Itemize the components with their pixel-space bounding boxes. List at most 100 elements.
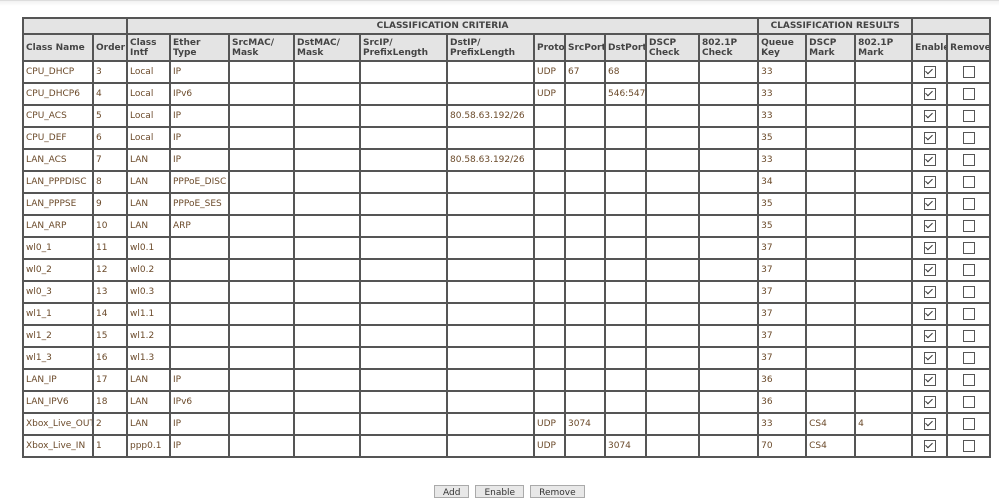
table-cell [645,280,700,304]
table-cell [446,412,535,436]
remove-checkbox[interactable] [962,198,975,210]
enable-checkbox[interactable] [923,396,936,408]
table-cell [697,82,760,106]
remove-checkbox[interactable] [962,220,975,232]
table-cell [854,368,914,392]
table-cell [604,170,647,194]
remove-checkbox[interactable] [962,110,975,122]
enable-checkbox[interactable] [923,198,936,210]
table-cell [645,82,700,106]
table-cell [854,258,914,282]
enable-button[interactable]: Enable [475,485,525,498]
enable-cell [911,60,949,84]
enable-checkbox[interactable] [923,88,936,100]
table-cell [604,192,647,216]
enable-checkbox[interactable] [923,330,936,342]
table-cell [228,60,295,84]
table-cell [359,214,448,238]
enable-checkbox[interactable] [923,176,936,188]
remove-checkbox[interactable] [962,440,975,452]
column-header: DstIP/ PrefixLength [446,33,535,62]
table-cell [604,258,647,282]
table-cell [169,346,230,370]
table-cell [446,236,535,260]
remove-checkbox[interactable] [962,286,975,298]
table-cell [359,368,448,392]
table-cell [805,302,857,326]
table-cell [697,126,760,150]
remove-checkbox[interactable] [962,88,975,100]
table-row: CPU_DEF 6 Local IP 35 [22,126,992,150]
table-cell: wl0.2 [126,258,171,282]
enable-checkbox[interactable] [923,66,936,78]
enable-checkbox[interactable] [923,418,936,430]
remove-checkbox[interactable] [962,66,975,78]
remove-checkbox[interactable] [962,352,975,364]
remove-checkbox[interactable] [962,176,975,188]
remove-checkbox[interactable] [962,264,975,276]
remove-checkbox[interactable] [962,330,975,342]
enable-checkbox[interactable] [923,352,936,364]
table-cell [359,346,448,370]
enable-checkbox[interactable] [923,132,936,144]
table-cell [645,192,700,216]
table-cell: LAN [126,148,171,172]
table-cell [604,412,647,436]
enable-checkbox[interactable] [923,154,936,166]
table-row: LAN_ARP 10 LAN ARP 35 [22,214,992,238]
table-cell [293,412,361,436]
table-cell: 4 [854,412,914,436]
table-cell [564,214,606,238]
table-cell [854,104,914,128]
remove-button[interactable]: Remove [530,485,585,498]
enable-cell [911,412,949,436]
remove-checkbox[interactable] [962,396,975,408]
table-cell: wl1_2 [22,324,94,348]
blank-group-header [22,17,128,35]
table-cell [359,390,448,414]
remove-checkbox[interactable] [962,374,975,386]
remove-checkbox[interactable] [962,154,975,166]
table-cell: LAN [126,368,171,392]
enable-checkbox[interactable] [923,374,936,386]
enable-cell [911,258,949,282]
table-cell [564,192,606,216]
table-cell: LAN_ACS [22,148,94,172]
remove-checkbox[interactable] [962,308,975,320]
table-cell: 80.58.63.192/26 [446,104,535,128]
table-cell: Xbox_Live_OUT [22,412,94,436]
table-cell [359,280,448,304]
remove-checkbox[interactable] [962,132,975,144]
enable-checkbox[interactable] [923,264,936,276]
table-cell [645,346,700,370]
remove-checkbox[interactable] [962,242,975,254]
enable-checkbox[interactable] [923,110,936,122]
table-cell: 17 [92,368,128,392]
add-button[interactable]: Add [434,485,470,498]
enable-checkbox[interactable] [923,242,936,254]
enable-cell [911,104,949,128]
enable-checkbox[interactable] [923,286,936,298]
table-cell [446,324,535,348]
table-cell: 35 [757,214,808,238]
table-cell [805,258,857,282]
table-cell [604,324,647,348]
table-cell: IP [169,434,230,458]
table-cell [446,302,535,326]
table-cell [854,390,914,414]
table-row: CPU_DHCP6 4 Local IPv6 UDP 546:547 33 [22,82,992,106]
table-cell [359,236,448,260]
remove-checkbox[interactable] [962,418,975,430]
table-cell [697,214,760,238]
table-cell [854,302,914,326]
column-header: Remove [946,33,992,62]
table-cell [359,82,448,106]
enable-checkbox[interactable] [923,308,936,320]
table-cell: PPPoE_SES [169,192,230,216]
enable-checkbox[interactable] [923,220,936,232]
table-cell [359,126,448,150]
enable-checkbox[interactable] [923,440,936,452]
enable-cell [911,280,949,304]
table-cell: LAN_IP [22,368,94,392]
table-cell: LAN [126,170,171,194]
